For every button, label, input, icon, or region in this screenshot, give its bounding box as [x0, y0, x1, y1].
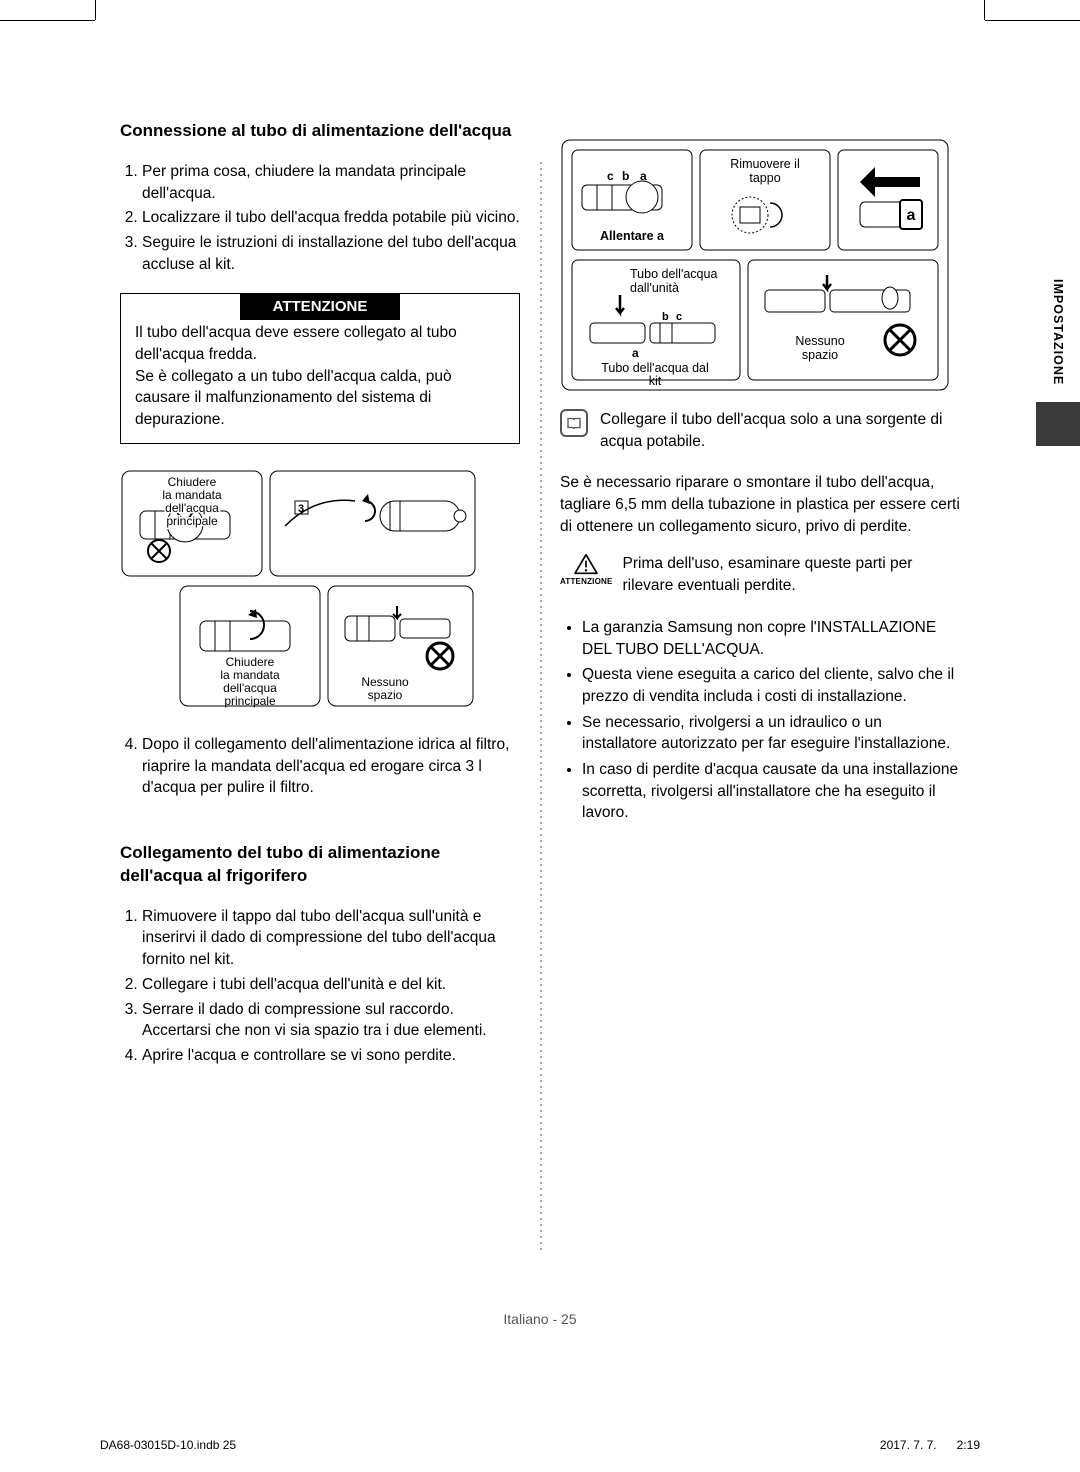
svg-text:a: a [640, 169, 647, 183]
warning-text: Prima dell'uso, esaminare queste parti p… [623, 553, 960, 596]
svg-text:kit: kit [649, 374, 662, 388]
svg-text:Tubo dell'acqua dal: Tubo dell'acqua dal [601, 361, 709, 375]
attention-body: Il tubo dell'acqua deve essere collegato… [135, 322, 505, 430]
section1-step4-list: Dopo il collegamento dell'alimentazione … [120, 734, 520, 799]
section2-title: Collegamento del tubo di alimentazione d… [120, 842, 520, 888]
svg-text:Allentare a: Allentare a [600, 229, 665, 243]
svg-text:principale: principale [166, 514, 218, 528]
list-item: Collegare i tubi dell'acqua dell'unità e… [142, 974, 520, 996]
svg-text:a: a [907, 207, 916, 224]
right-column: c b a Allentare a Rimuovere il tappo [550, 120, 960, 1070]
print-footer: DA68-03015D-10.indb 25 2017. 7. 7. 2:19 [100, 1438, 980, 1452]
connect-fridge-illustration: c b a Allentare a Rimuovere il tappo [560, 120, 950, 395]
print-footer-left: DA68-03015D-10.indb 25 [100, 1438, 236, 1452]
figure-connect-fridge: c b a Allentare a Rimuovere il tappo [560, 120, 960, 395]
warning-row: ATTENZIONE Prima dell'uso, esaminare que… [560, 553, 960, 596]
svg-text:b: b [662, 311, 669, 323]
side-tab-dark [1036, 402, 1080, 446]
note-text: Collegare il tubo dell'acqua solo a una … [600, 409, 960, 452]
svg-text:a: a [632, 346, 639, 360]
attention-header: ATTENZIONE [240, 293, 400, 320]
svg-text:dell'acqua: dell'acqua [165, 501, 219, 515]
svg-text:Nessuno: Nessuno [795, 334, 844, 348]
water-supply-illustration: Chiudere la mandata dell'acqua principal… [120, 466, 480, 726]
svg-text:c: c [676, 311, 682, 323]
svg-text:tappo: tappo [749, 171, 780, 185]
list-item: Rimuovere il tappo dal tubo dell'acqua s… [142, 906, 520, 971]
svg-text:dall'unità: dall'unità [630, 281, 679, 295]
list-item: Localizzare il tubo dell'acqua fredda po… [142, 207, 520, 229]
side-tab: IMPOSTAZIONE [1036, 262, 1080, 446]
svg-text:spazio: spazio [368, 688, 403, 702]
svg-text:Chiudere: Chiudere [226, 655, 275, 669]
left-column: Connessione al tubo di alimentazione del… [120, 120, 530, 1070]
svg-text:c: c [607, 169, 614, 183]
svg-text:spazio: spazio [802, 348, 838, 362]
list-item: Se necessario, rivolgersi a un idraulico… [582, 712, 960, 755]
note-row: Collegare il tubo dell'acqua solo a una … [560, 409, 960, 452]
svg-text:la mandata: la mandata [162, 488, 222, 502]
svg-text:Rimuovere il: Rimuovere il [730, 157, 799, 171]
fig-label: Chiudere [168, 475, 217, 489]
warranty-bullets: La garanzia Samsung non copre l'INSTALLA… [560, 617, 960, 824]
page-footer: Italiano - 25 [95, 1311, 985, 1327]
svg-text:b: b [622, 169, 629, 183]
list-item: Dopo il collegamento dell'alimentazione … [142, 734, 520, 799]
list-item: Questa viene eseguita a carico del clien… [582, 664, 960, 707]
section2-steps: Rimuovere il tappo dal tubo dell'acqua s… [120, 906, 520, 1067]
svg-text:la mandata: la mandata [220, 668, 280, 682]
body-paragraph: Se è necessario riparare o smontare il t… [560, 472, 960, 537]
print-footer-right: 2017. 7. 7. 2:19 [880, 1438, 980, 1452]
page-content: Connessione al tubo di alimentazione del… [95, 40, 985, 1432]
list-item: Per prima cosa, chiudere la mandata prin… [142, 161, 520, 204]
svg-text:Nessuno: Nessuno [361, 675, 409, 689]
list-item: In caso di perdite d'acqua causate da un… [582, 759, 960, 824]
section1-steps: Per prima cosa, chiudere la mandata prin… [120, 161, 520, 275]
svg-text:Tubo dell'acqua: Tubo dell'acqua [630, 267, 717, 281]
section1-title: Connessione al tubo di alimentazione del… [120, 120, 520, 143]
svg-text:principale: principale [224, 694, 276, 708]
attention-box: ATTENZIONE Il tubo dell'acqua deve esser… [120, 293, 520, 443]
svg-text:dell'acqua: dell'acqua [223, 681, 277, 695]
list-item: Seguire le istruzioni di installazione d… [142, 232, 520, 275]
column-divider [540, 160, 542, 1252]
figure-water-supply: Chiudere la mandata dell'acqua principal… [120, 466, 520, 726]
note-icon [560, 409, 588, 437]
list-item: Serrare il dado di compressione sul racc… [142, 999, 520, 1042]
warning-icon [573, 553, 599, 575]
list-item: La garanzia Samsung non copre l'INSTALLA… [582, 617, 960, 660]
side-tab-label: IMPOSTAZIONE [1036, 262, 1080, 402]
warning-label: ATTENZIONE [560, 576, 613, 587]
list-item: Aprire l'acqua e controllare se vi sono … [142, 1045, 520, 1067]
